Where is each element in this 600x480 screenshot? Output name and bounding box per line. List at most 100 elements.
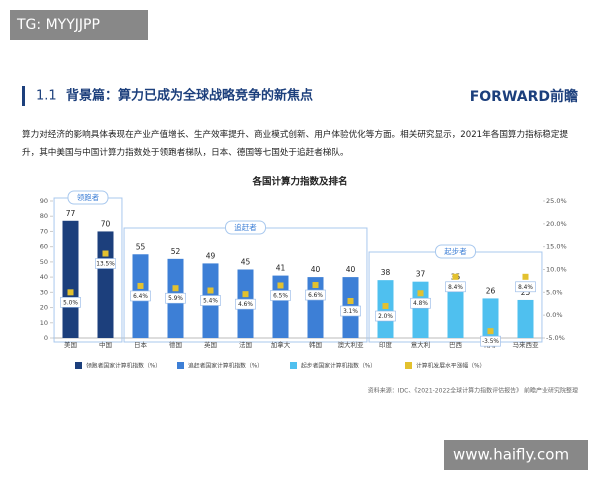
growth-label: 6.5%: [273, 293, 288, 299]
bar: [62, 220, 79, 338]
growth-label: 6.6%: [308, 293, 323, 299]
growth-label: 4.6%: [238, 302, 253, 308]
legend-swatch: [405, 362, 412, 369]
growth-marker: [207, 287, 214, 294]
watermark-box: [10, 10, 148, 40]
growth-label: 4.8%: [413, 301, 428, 307]
growth-marker: [67, 289, 74, 296]
bar: [412, 281, 429, 338]
value-label: 25: [521, 288, 531, 297]
legend-label: 领跑者国家计算机指数（%）: [86, 362, 161, 370]
x-tick-label: 马来西亚: [513, 341, 540, 349]
legend-swatch: [177, 362, 184, 369]
y-tick-label: 60: [40, 243, 48, 251]
growth-marker: [102, 250, 109, 257]
x-tick-label: 中国: [99, 340, 112, 349]
paragraph: 算力对经济的影响具体表现在产业产值增长、生产效率提升、商业模式创新、用户体验优化…: [22, 130, 569, 158]
value-label: 40: [311, 265, 321, 274]
x-tick-label: 韩国: [309, 340, 322, 349]
x-tick-label: 英国: [204, 340, 217, 349]
growth-marker: [312, 282, 319, 289]
value-label: 40: [346, 265, 356, 274]
growth-label: 8.4%: [448, 285, 463, 291]
growth-label: 5.9%: [168, 296, 183, 302]
y-tick-label: 80: [40, 212, 48, 220]
growth-marker: [242, 291, 249, 298]
value-label: 38: [381, 268, 391, 277]
group-label-box: [67, 190, 109, 205]
logo: FORWARD前瞻: [470, 88, 578, 105]
growth-label-box: [375, 310, 396, 322]
header-bar: [22, 86, 25, 106]
growth-label-box: [60, 297, 81, 308]
growth-label-box: [410, 297, 431, 309]
legend-swatch: [75, 362, 82, 369]
value-label: 26: [486, 286, 496, 295]
y-tick-label: 90: [40, 197, 48, 205]
legend-label: 追赶者国家计算机指数（%）: [188, 362, 263, 370]
y2-tick-label: 20.0%: [546, 220, 567, 228]
growth-marker: [172, 285, 179, 292]
x-tick-label: 澳大利亚: [338, 340, 365, 349]
growth-marker: [487, 328, 494, 335]
source: 资料来源：IDC、《2021-2022全球计算力指数评估报告》 前瞻产业研究院整…: [368, 387, 578, 395]
y-tick-label: 40: [40, 273, 48, 281]
x-tick-label: 美国: [64, 340, 77, 349]
y2-tick-label: 5.0%: [546, 288, 563, 296]
growth-label-box: [340, 305, 361, 317]
y-tick-label: 70: [40, 227, 48, 235]
value-label: 37: [416, 270, 426, 279]
growth-label-box: [515, 281, 536, 293]
growth-marker: [452, 273, 459, 280]
group-label: 领跑者: [77, 192, 100, 202]
x-tick-label: 巴西: [449, 341, 463, 349]
group-label: 追赶者: [234, 222, 257, 232]
y2-tick-label: 10.0%: [546, 266, 567, 274]
growth-label: -3.5%: [482, 339, 499, 345]
bar: [97, 231, 114, 338]
growth-label: 8.4%: [518, 285, 533, 291]
group-label-box: [225, 220, 266, 235]
x-tick-label: 印度: [379, 340, 393, 349]
y-tick-label: 30: [40, 288, 48, 296]
y-tick-label: 50: [40, 258, 48, 266]
value-label: 45: [241, 258, 251, 267]
y-tick-label: 0: [44, 334, 48, 342]
value-label: 41: [276, 264, 286, 273]
bar: [377, 280, 394, 338]
section-number: 1.1: [36, 89, 57, 104]
x-tick-label: 意大利: [411, 340, 431, 349]
legend-label: 起步者国家计算机指数（%）: [301, 362, 376, 370]
y2-tick-label: -5.0%: [546, 334, 565, 342]
growth-label-box: [270, 290, 291, 301]
bar: [517, 299, 534, 338]
watermark-bottom: www.haifly.com: [453, 446, 569, 464]
section-title: 背景篇：算力已成为全球战略竞争的新焦点: [66, 88, 313, 104]
growth-label-box: [480, 335, 501, 347]
growth-label: 6.4%: [133, 294, 148, 300]
x-tick-label: 加拿大: [271, 340, 291, 349]
value-label: 70: [101, 219, 111, 228]
y2-tick-label: 25.0%: [546, 197, 567, 205]
growth-label: 5.4%: [203, 299, 218, 305]
growth-label-box: [165, 292, 186, 304]
growth-label-box: [445, 281, 466, 293]
y2-tick-label: 0.0%: [546, 311, 563, 319]
x-tick-label: 德国: [169, 340, 182, 349]
watermark-box: [444, 440, 588, 470]
chart-title: 各国计算力指数及排名: [251, 176, 347, 188]
growth-marker: [522, 273, 529, 280]
growth-label: 2.0%: [378, 314, 393, 320]
growth-label-box: [95, 258, 116, 269]
group-label: 起步者: [444, 247, 467, 256]
growth-label: 3.1%: [343, 309, 358, 315]
growth-label-box: [305, 289, 326, 301]
y2-tick-label: 15.0%: [546, 243, 567, 251]
watermark-top: TG: MYYJJPP: [16, 17, 100, 33]
x-tick-label: 法国: [239, 340, 252, 349]
bar: [482, 298, 499, 338]
group-label-box: [435, 244, 476, 259]
